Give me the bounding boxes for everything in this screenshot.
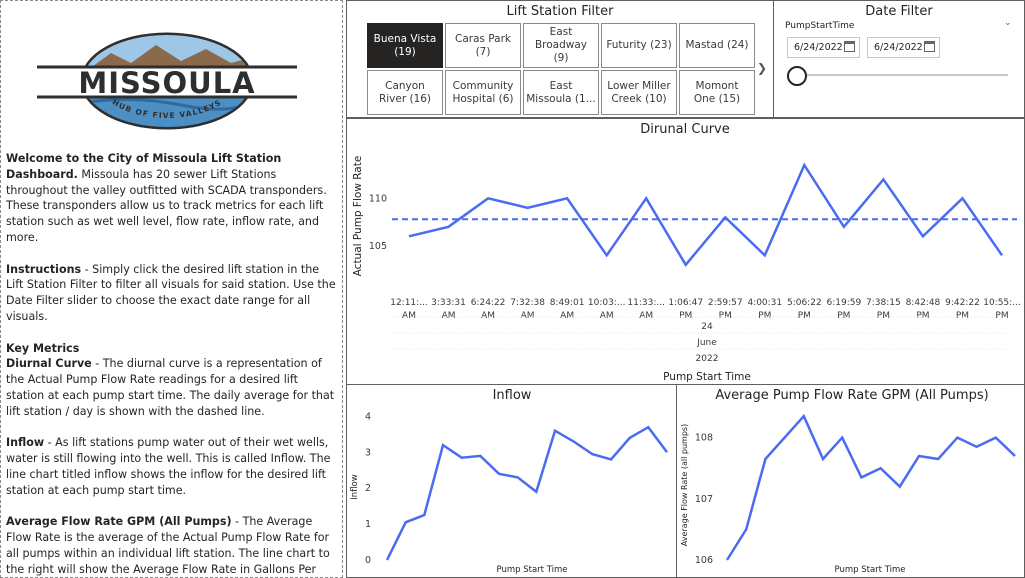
avgflow-xlabel: Pump Start Time xyxy=(834,565,905,575)
end-date-input[interactable]: 6/24/2022 xyxy=(867,37,940,58)
diurnal-xtick-11: 6:19:59 PM xyxy=(827,298,862,321)
diurnal-xtick-14: 9:42:22 PM xyxy=(945,298,980,321)
diurnal-xtick-2: 6:24:22 AM xyxy=(471,298,506,321)
avgflow-title: Average Pump Flow Rate GPM (All Pumps) xyxy=(715,388,988,403)
date-field-label: PumpStartTime xyxy=(785,21,855,31)
inflow-xlabel: Pump Start Time xyxy=(496,565,567,575)
diurnal-ytick-1: 110 xyxy=(369,193,387,204)
tile-1[interactable]: Caras Park (7) xyxy=(445,23,521,68)
diurnal-xtick-7: 1:06:47 PM xyxy=(668,298,703,321)
diurnal-xtick-6: 11:33:... AM xyxy=(627,298,665,321)
avgflow-ytick-2: 108 xyxy=(695,433,713,444)
diurnal-series-line xyxy=(408,162,1004,267)
diurnal-svg: Dirunal Curve Actual Pump Flow Rate Pump… xyxy=(352,122,1021,383)
diurnal-xtick-1: 3:33:31 AM xyxy=(431,298,466,321)
date-slider-handle[interactable] xyxy=(787,66,807,86)
tile-3[interactable]: Futurity (23) xyxy=(601,23,677,68)
avg-flow-chart: Average Pump Flow Rate GPM (All Pumps) A… xyxy=(676,384,1025,578)
inflow-ytick-1: 1 xyxy=(365,519,371,530)
diurnal-xtick-13: 8:42:48 PM xyxy=(906,298,941,321)
inflow-ytick-2: 2 xyxy=(365,483,371,494)
start-date-input[interactable]: 6/24/2022 xyxy=(787,37,860,58)
avgflow-paragraph: Average Flow Rate GPM (All Pumps) - The … xyxy=(6,515,330,576)
date-filter: Date Filter PumpStartTime ⌄ 6/24/2022 6/… xyxy=(773,0,1025,118)
tile-9[interactable]: Momont One (15) xyxy=(679,70,755,115)
diurnal-xtick-10: 5:06:22 PM xyxy=(787,298,822,321)
diurnal-ytick-0: 105 xyxy=(369,241,387,252)
avgflow-ylabel: Average Flow Rate (all pumps) xyxy=(680,424,689,546)
tile-7[interactable]: East Missoula (1... xyxy=(523,70,599,115)
diurnal-xtick-8: 2:59:57 PM xyxy=(708,298,743,321)
info-panel: THE GARDEN CITY MISSOULA HUB OF FIVE VAL… xyxy=(0,0,343,578)
lift-station-filter: Lift Station Filter Buena Vista (19) Car… xyxy=(346,0,774,118)
calendar-icon[interactable] xyxy=(924,41,935,52)
tile-0[interactable]: Buena Vista (19) xyxy=(367,23,443,68)
tile-8[interactable]: Lower Miller Creek (10) xyxy=(601,70,677,115)
calendar-icon[interactable] xyxy=(844,41,855,52)
avgflow-ytick-0: 106 xyxy=(695,555,713,566)
logo-main-text: MISSOULA xyxy=(78,66,255,100)
lift-filter-title: Lift Station Filter xyxy=(506,4,614,19)
missoula-logo: THE GARDEN CITY MISSOULA HUB OF FIVE VAL… xyxy=(31,27,297,130)
inflow-ytick-4: 4 xyxy=(365,411,371,422)
avgflow-svg: Average Pump Flow Rate GPM (All Pumps) A… xyxy=(680,388,1016,575)
inflow-paragraph: Inflow - As lift stations pump water out… xyxy=(6,436,331,497)
inflow-chart: Inflow Inflow Pump Start Time 0 1 2 3 4 xyxy=(346,384,677,578)
tile-6[interactable]: Community Hospital (6) xyxy=(445,70,521,115)
chevron-down-icon[interactable]: ⌄ xyxy=(1004,18,1012,28)
diurnal-xtick-9: 4:00:31 PM xyxy=(747,298,782,321)
avgflow-series-line xyxy=(725,413,1016,561)
intro-paragraph: Welcome to the City of Missoula Lift Sta… xyxy=(6,152,327,244)
diurnal-xtick-0: 12:11:... AM xyxy=(390,298,428,321)
avgflow-ytick-1: 107 xyxy=(695,494,713,505)
chevron-right-icon[interactable]: ❯ xyxy=(757,61,768,75)
date-filter-title: Date Filter xyxy=(865,4,933,19)
diurnal-xlabel: Pump Start Time xyxy=(663,371,751,383)
diurnal-year-label: 2022 xyxy=(696,354,719,364)
inflow-ytick-0: 0 xyxy=(365,555,371,566)
diurnal-ylabel: Actual Pump Flow Rate xyxy=(352,156,364,277)
diurnal-xtick-15: 10:55:... PM xyxy=(983,298,1021,321)
diurnal-title: Dirunal Curve xyxy=(640,122,730,137)
inflow-svg: Inflow Inflow Pump Start Time 0 1 2 3 4 xyxy=(350,388,669,575)
tile-5[interactable]: Canyon River (16) xyxy=(367,70,443,115)
instructions-paragraph: Instructions - Simply click the desired … xyxy=(6,262,336,323)
diurnal-xtick-5: 10:03:... AM xyxy=(588,298,626,321)
inflow-title: Inflow xyxy=(493,388,532,403)
diurnal-curve-chart: Dirunal Curve Actual Pump Flow Rate Pump… xyxy=(346,118,1025,385)
date-slider-track[interactable] xyxy=(796,74,1008,76)
diurnal-day-label: 24 xyxy=(701,322,713,332)
info-text: Welcome to the City of Missoula Lift Sta… xyxy=(6,151,336,578)
logo-top-text: THE GARDEN CITY xyxy=(31,27,135,29)
diurnal-xtick-12: 7:38:15 PM xyxy=(866,298,901,321)
diurnal-xtick-3: 7:32:38 AM xyxy=(510,298,545,321)
key-metrics-paragraph: Key Metrics Diurnal Curve - The diurnal c… xyxy=(6,341,335,418)
inflow-ytick-3: 3 xyxy=(365,447,371,458)
diurnal-xtick-4: 8:49:01 AM xyxy=(550,298,585,321)
diurnal-month-label: June xyxy=(696,338,717,348)
tile-4[interactable]: Mastad (24) xyxy=(679,23,755,68)
inflow-series-line xyxy=(385,425,669,561)
inflow-ylabel: Inflow xyxy=(350,474,360,499)
tile-2[interactable]: East Broadway (9) xyxy=(523,23,599,68)
